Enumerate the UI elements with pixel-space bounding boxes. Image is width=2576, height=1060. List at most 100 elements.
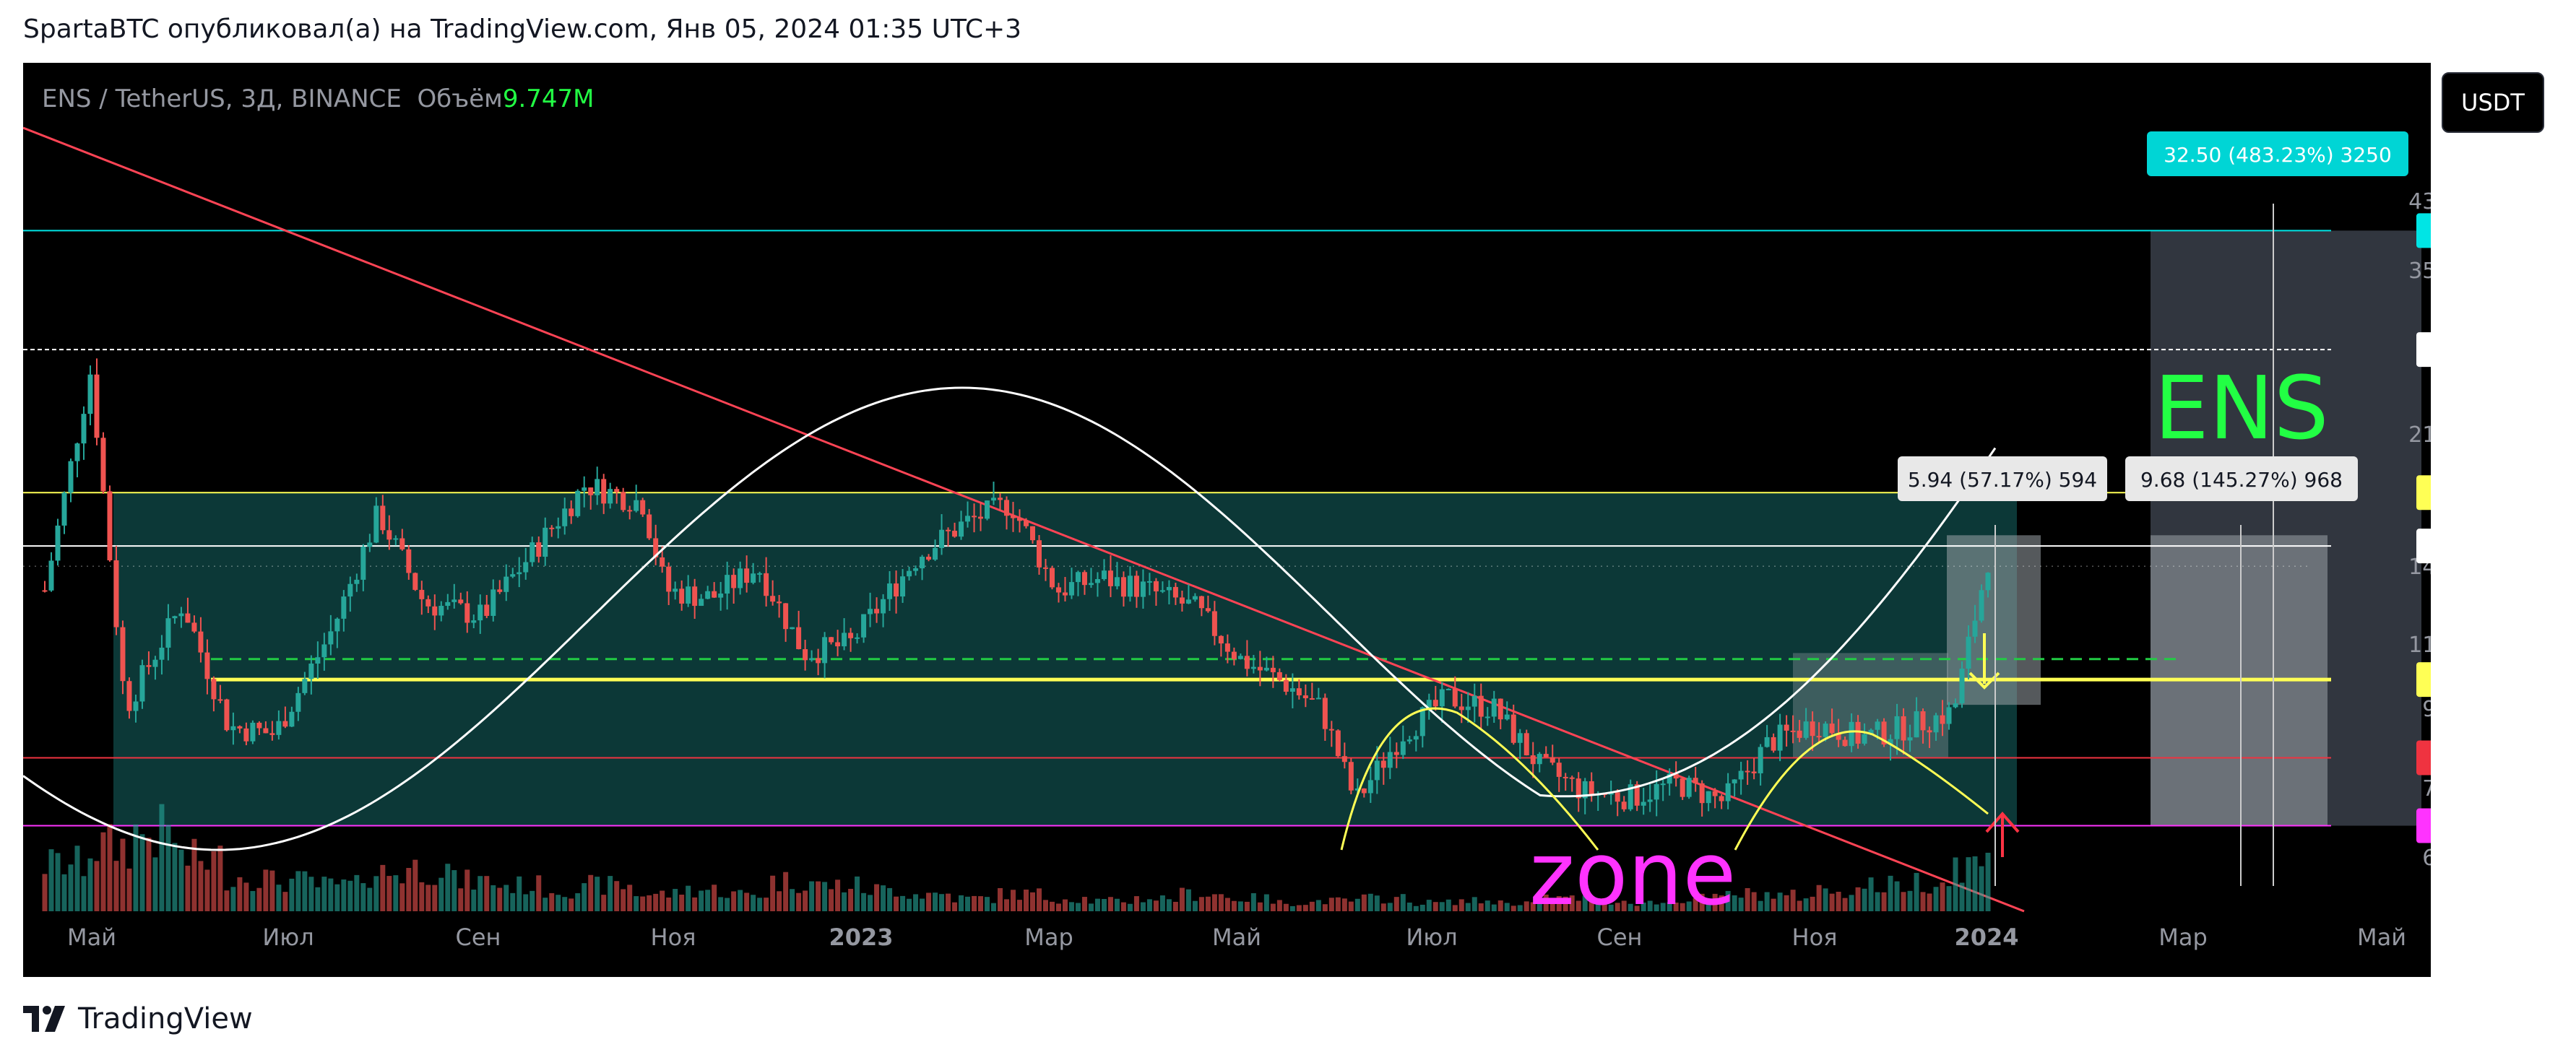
- volume-bar: [1296, 905, 1302, 911]
- volume-bar: [939, 894, 945, 911]
- volume-bar: [952, 902, 958, 911]
- red-up-arrow-head: [1985, 811, 2020, 833]
- volume-bar: [627, 885, 633, 911]
- candle-body: [497, 589, 503, 592]
- volume-bar: [861, 892, 867, 911]
- volume-bar: [1829, 893, 1835, 911]
- candle-body: [523, 562, 529, 573]
- x-tick-label: Ноя: [651, 924, 696, 951]
- candle-body: [803, 649, 808, 661]
- volume-bar: [829, 889, 834, 911]
- candle-body: [146, 665, 152, 667]
- volume-bar: [725, 898, 730, 911]
- candle-body: [419, 589, 425, 599]
- brand-name: TradingView: [78, 1002, 253, 1035]
- volume-bar: [1055, 903, 1061, 911]
- candle-body: [653, 538, 659, 557]
- volume-bar: [178, 849, 184, 911]
- volume-bar: [1244, 901, 1250, 911]
- volume-bar: [1523, 901, 1529, 911]
- candle-body: [861, 614, 867, 638]
- volume-bar: [1901, 892, 1906, 911]
- measure-label-text: 9.68 (145.27%) 968: [2140, 468, 2343, 492]
- volume-bar: [1875, 892, 1880, 911]
- chart-area[interactable]: 32.50 (483.23%) 3250 5.94 (57.17%) 594 9.6…: [23, 63, 2431, 977]
- candle-body: [991, 498, 997, 501]
- volume-bar: [530, 890, 535, 911]
- candle-body: [1907, 737, 1913, 741]
- volume-bar: [328, 878, 334, 911]
- measure-label-text: 5.94 (57.17%) 594: [1908, 468, 2097, 492]
- volume-bar: [276, 885, 282, 911]
- candle-body: [1725, 783, 1731, 801]
- volume-bar: [1192, 900, 1198, 911]
- volume-bar: [484, 876, 490, 911]
- candle-body: [972, 516, 977, 518]
- candle-body: [796, 627, 802, 650]
- y-tick-label: 35.00: [2408, 259, 2431, 284]
- candle-body: [276, 721, 282, 735]
- price-tag: [2416, 213, 2431, 248]
- candle-body: [1732, 779, 1737, 783]
- candle-body: [1979, 590, 1984, 621]
- volume-bar: [1068, 902, 1074, 911]
- volume-bar: [386, 876, 392, 911]
- volume-bar: [900, 895, 906, 911]
- candle-body: [1933, 715, 1939, 733]
- candle-body: [87, 374, 93, 414]
- volume-bar: [250, 890, 256, 911]
- tradingview-logo[interactable]: TradingView: [23, 1002, 253, 1035]
- candle-body: [1153, 581, 1159, 592]
- candle-body: [55, 525, 61, 561]
- volume-bar: [1686, 901, 1692, 911]
- candle-body: [1004, 500, 1010, 516]
- volume-bar: [1569, 895, 1575, 911]
- symbol-text: ENS / TetherUS, 3Д, BINANCE: [42, 84, 402, 113]
- volume-bar: [978, 896, 984, 911]
- candle-body: [881, 599, 886, 614]
- candle-body: [1426, 700, 1432, 708]
- candle-body: [1406, 739, 1412, 742]
- candle-body: [965, 516, 971, 522]
- candle-body: [1576, 778, 1581, 799]
- volume-bar: [61, 874, 67, 911]
- volume-bar: [653, 893, 659, 911]
- candle-body: [1745, 770, 1750, 773]
- volume-bar: [1985, 852, 1991, 911]
- candle-body: [1589, 781, 1594, 796]
- volume-bar: [536, 875, 542, 911]
- currency-button[interactable]: USDT: [2442, 72, 2544, 133]
- volume-bar: [1979, 866, 1984, 911]
- candle-body: [816, 658, 821, 664]
- candle-body: [1660, 783, 1666, 786]
- candle-body: [1985, 573, 1991, 591]
- candle-body: [1380, 760, 1386, 768]
- candle-body: [1536, 754, 1542, 765]
- volume-bar: [1647, 900, 1653, 911]
- candle-body: [640, 500, 646, 515]
- volume-bar: [1075, 903, 1081, 911]
- candle-body: [1888, 739, 1893, 745]
- candle-body: [1556, 763, 1562, 777]
- chart-canvas[interactable]: 32.50 (483.23%) 3250 5.94 (57.17%) 594 9.6…: [23, 63, 2431, 977]
- candle-body: [490, 589, 496, 616]
- volume-bar: [1237, 901, 1243, 911]
- volume-bar: [744, 892, 750, 911]
- candle-body: [822, 637, 828, 664]
- volume-bar: [1732, 895, 1737, 911]
- volume-bar: [874, 884, 880, 911]
- candle-body: [1393, 752, 1399, 755]
- candle-body: [887, 583, 893, 599]
- volume-bar: [556, 895, 561, 911]
- volume-bar: [198, 861, 204, 911]
- volume-bar: [1004, 899, 1010, 911]
- candle-body: [341, 596, 347, 619]
- candle-body: [1920, 711, 1926, 731]
- candle-body: [1959, 668, 1965, 704]
- candle-body: [1205, 608, 1211, 612]
- volume-bar: [1595, 903, 1601, 911]
- volume-bar: [1628, 903, 1633, 911]
- candle-body: [1328, 729, 1334, 731]
- candle-body: [133, 701, 139, 711]
- candle-body: [1478, 695, 1484, 717]
